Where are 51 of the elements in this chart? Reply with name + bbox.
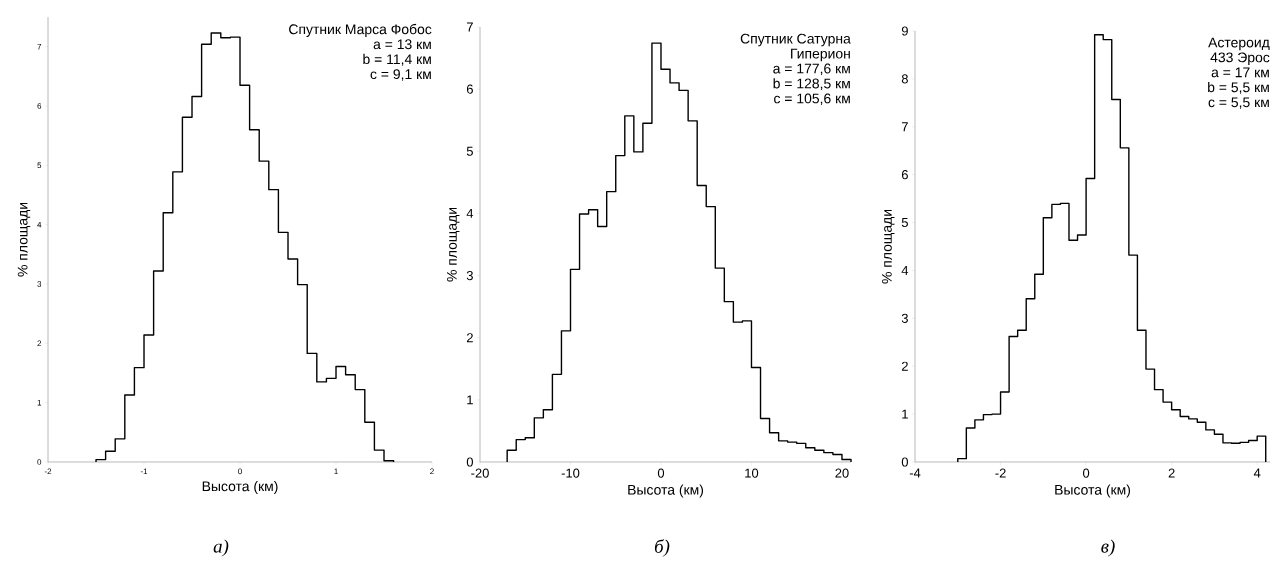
annotation: b = 11,4 км [363, 53, 431, 66]
y-tick-label: 6 [466, 84, 473, 94]
x-tick-label: 4 [1253, 468, 1261, 478]
text: а) [213, 539, 229, 557]
x-tick-label: 0 [1082, 468, 1090, 478]
annotation: b = 5,5 км [1208, 81, 1269, 94]
x-axis-title: Высота (км) [628, 484, 704, 498]
y-axis-title: % площади [17, 202, 31, 277]
y-tick-label: 4 [901, 265, 909, 275]
x-axis-title: Высота (км) [202, 480, 278, 494]
annotation: a = 13 км [373, 39, 431, 50]
annotation: Спутник Сатурна [740, 33, 851, 47]
y-tick-label: 0 [466, 457, 473, 467]
text: б) [654, 539, 670, 557]
y-tick-label: 5 [466, 146, 473, 156]
annotation: b = 128,5 км [773, 78, 850, 91]
x-tick-label: 2 [1168, 468, 1175, 478]
y-tick-label: 1 [467, 395, 473, 405]
x-tick-label: -4 [909, 468, 921, 478]
annotation: c = 5,5 км [1208, 97, 1269, 109]
x-tick-label: -20 [471, 468, 489, 478]
annotation: c = 105,6 км [774, 93, 850, 106]
y-tick-label: 2 [901, 361, 908, 371]
x-axis-title: Высота (км) [1055, 484, 1131, 498]
x-tick-label: 20 [835, 468, 849, 478]
annotation: Гиперион [791, 48, 850, 62]
y-tick-label: 4 [466, 208, 474, 218]
annotation: c = 9,1 км [370, 69, 431, 81]
text: в) [1101, 539, 1115, 557]
annotation: a = 17 км [1211, 67, 1269, 78]
x-tick-label: -2 [995, 468, 1006, 478]
annotation: Спутник Марса Фобос [289, 23, 432, 37]
x-tick-label: 10 [745, 468, 759, 478]
y-tick-label: 0 [901, 457, 908, 467]
x-tick-label: -10 [561, 468, 580, 478]
x-tick-label: 0 [657, 468, 665, 478]
y-tick-label: 3 [466, 270, 473, 281]
y-tick-label: 7 [466, 22, 473, 32]
y-axis-title: % площади [881, 209, 895, 284]
y-tick-label: 6 [901, 170, 908, 180]
annotation: Астероид [1208, 37, 1270, 51]
y-tick-label: 2 [466, 333, 473, 343]
y-tick-label: 5 [901, 218, 908, 228]
y-axis-title: % площади [446, 207, 460, 282]
y-tick-label: 7 [901, 122, 908, 132]
annotation: 433 Эрос [1210, 52, 1270, 66]
y-tick-label: 9 [901, 26, 908, 36]
annotation: a = 177,6 км [773, 63, 850, 76]
y-tick-label: 3 [901, 313, 908, 323]
y-tick-label: 1 [902, 409, 908, 419]
y-tick-label: 8 [901, 74, 908, 84]
